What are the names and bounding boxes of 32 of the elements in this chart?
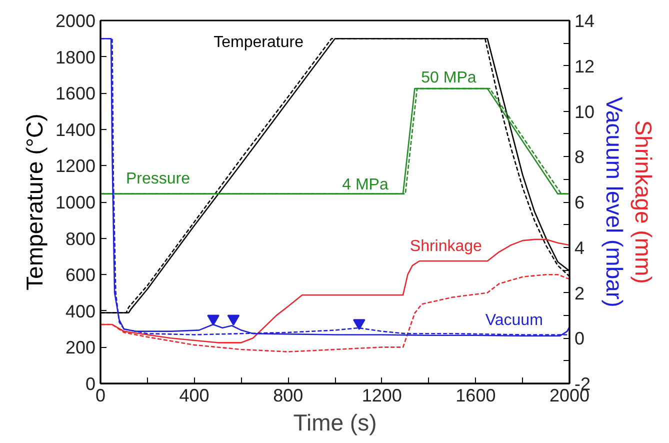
- y2-tick-label: 4: [574, 238, 585, 258]
- series-label: Temperature: [214, 34, 304, 51]
- annotation: 50 MPa: [421, 70, 476, 87]
- y2-axis-title: Vacuum level (mbar): [602, 96, 628, 308]
- y2-tick-label: 2: [574, 283, 585, 304]
- y-tick-label: 800: [65, 228, 96, 249]
- y2-tick-label: 12: [574, 56, 595, 76]
- y-tick-label: 1200: [55, 156, 96, 176]
- annotation: 4 MPa: [342, 176, 388, 194]
- y2-tick-label: 6: [574, 192, 585, 212]
- y-tick-label: 600: [65, 265, 96, 286]
- series-label: Shrinkage: [410, 238, 482, 256]
- y-tick-label: 2000: [55, 11, 96, 31]
- y-tick-label: 1400: [55, 120, 96, 140]
- y-tick-label: 1800: [55, 47, 96, 68]
- y2-tick-label: 0: [574, 328, 585, 349]
- series-label: Vacuum: [485, 312, 543, 330]
- x-tick-label: 800: [273, 386, 304, 406]
- y-tick-label: 200: [65, 338, 96, 358]
- y-tick-label: 1000: [55, 192, 96, 212]
- y-tick-label: 400: [65, 301, 96, 322]
- x-axis-title: Time (s): [293, 410, 377, 436]
- y2-tick-label: 8: [574, 147, 585, 168]
- y-axis-title: Temperature (°C): [21, 114, 48, 290]
- y2-tick-label: 10: [574, 102, 595, 122]
- y-tick-label: 1600: [55, 84, 96, 104]
- y2-tick-label: 14: [574, 11, 595, 31]
- series-label: Pressure: [126, 170, 190, 188]
- x-tick-label: 1200: [362, 386, 402, 406]
- y3-axis-title: Shrinkage (mm): [630, 120, 656, 284]
- x-tick-label: 400: [179, 386, 210, 406]
- x-tick-label: 1600: [456, 386, 496, 406]
